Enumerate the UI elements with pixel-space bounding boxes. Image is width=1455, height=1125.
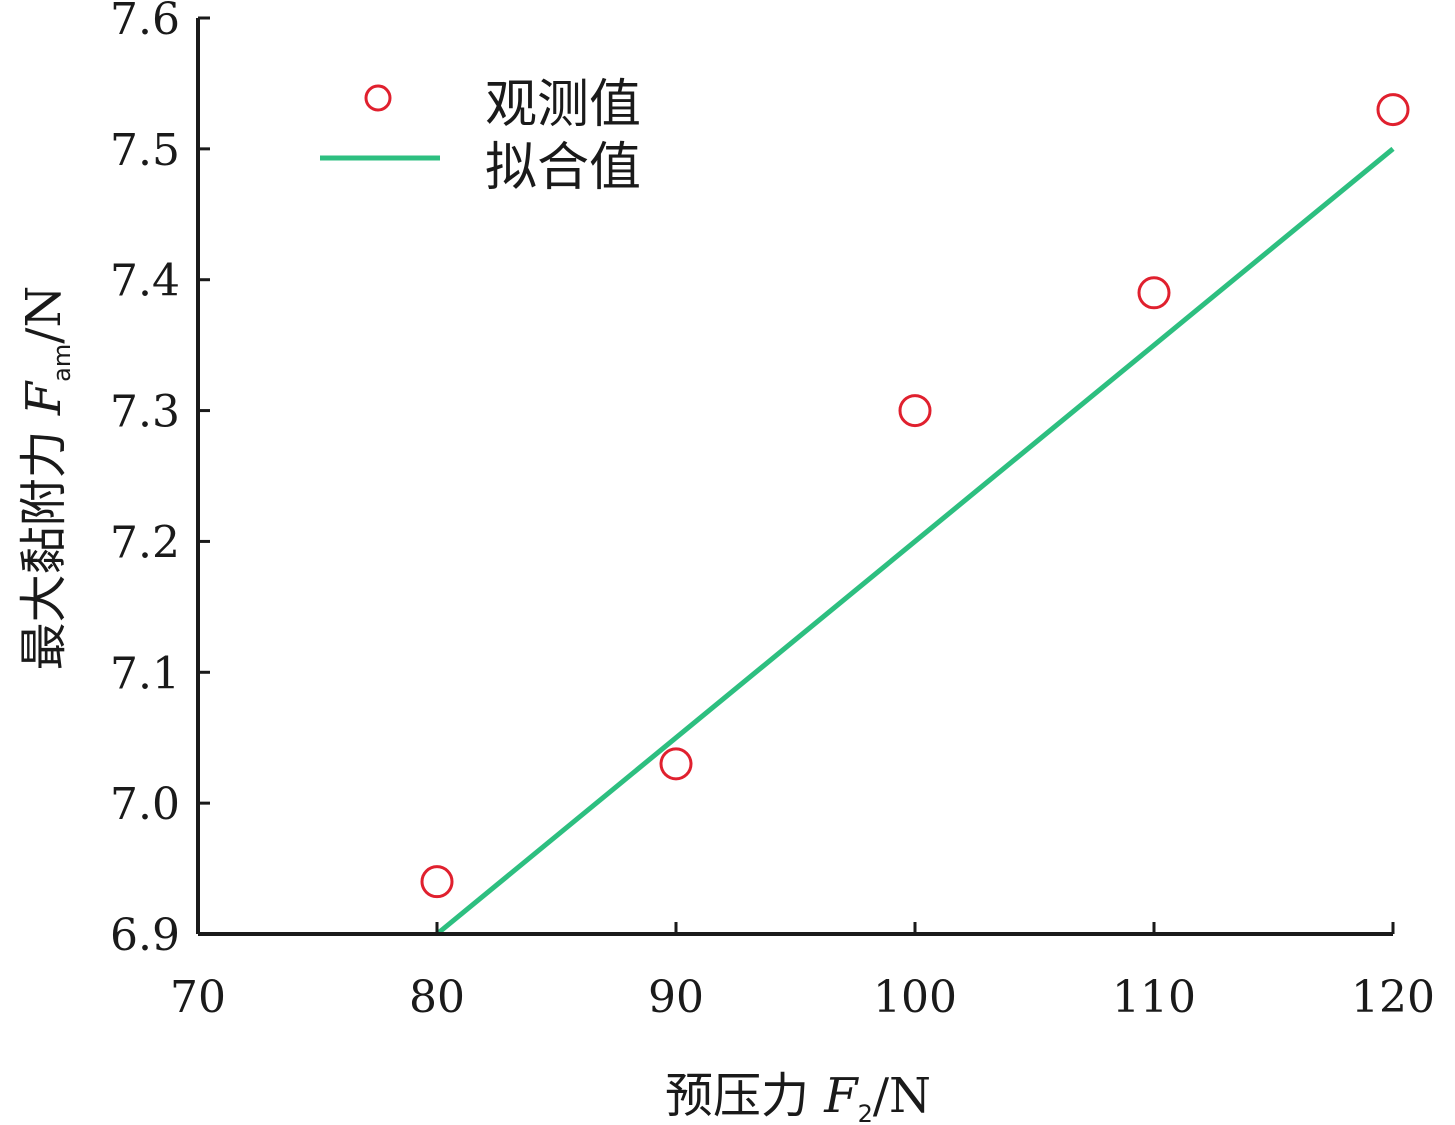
x-tick-label: 80 bbox=[409, 972, 465, 1023]
y-tick-label: 7.6 bbox=[110, 0, 180, 45]
ticks: 70 80 90 100 110 120 6.9 7.0 7.1 7.2 7.3 7.4 7.5 7.6 bbox=[110, 0, 1435, 1023]
legend: 观测值 拟合值 bbox=[320, 75, 641, 198]
x-tick-label: 70 bbox=[170, 972, 226, 1023]
x-axis-title: 预压力 F2/N bbox=[665, 1068, 931, 1125]
y-tick-label: 7.3 bbox=[110, 387, 180, 438]
axes bbox=[196, 18, 1393, 936]
y-tick-label: 7.0 bbox=[110, 779, 180, 830]
y-axis-title: 最大黏附力 Fam/N bbox=[16, 286, 76, 671]
observed-point bbox=[1376, 93, 1410, 127]
y-tick-label: 7.1 bbox=[110, 648, 180, 699]
y-tick-label: 7.4 bbox=[110, 256, 180, 307]
x-tick-label: 90 bbox=[648, 972, 704, 1023]
plot-marks bbox=[420, 93, 1410, 936]
x-tick-label: 110 bbox=[1112, 972, 1196, 1023]
fit-line bbox=[435, 146, 1395, 936]
x-tick-label: 100 bbox=[873, 972, 957, 1023]
x-tick-label: 120 bbox=[1351, 972, 1435, 1023]
observed-point bbox=[1137, 276, 1171, 310]
y-tick-label: 6.9 bbox=[110, 910, 180, 961]
y-tick-label: 7.2 bbox=[110, 517, 180, 568]
legend-marker-observed bbox=[364, 84, 392, 112]
observed-point bbox=[898, 394, 932, 428]
observed-point bbox=[420, 865, 454, 899]
observed-point bbox=[659, 747, 693, 781]
legend-label-fit: 拟合值 bbox=[485, 138, 641, 198]
y-tick-label: 7.5 bbox=[110, 125, 180, 176]
legend-label-observed: 观测值 bbox=[485, 75, 641, 135]
